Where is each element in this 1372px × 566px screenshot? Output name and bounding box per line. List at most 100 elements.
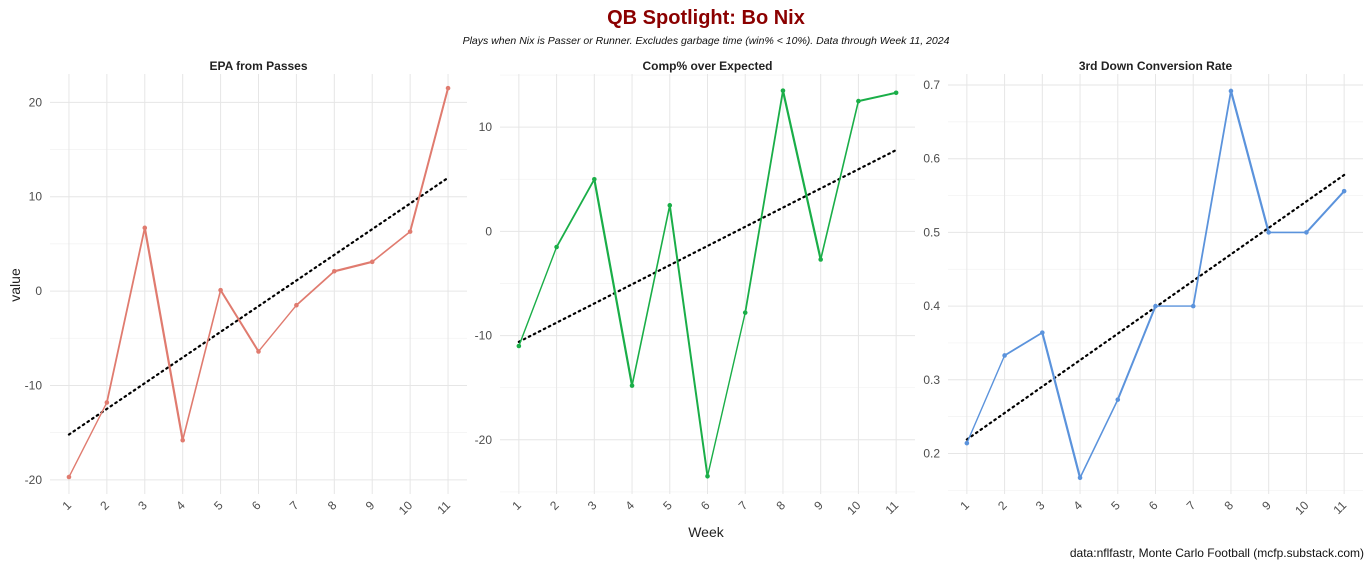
x-tick-label: 10	[396, 498, 416, 518]
data-point	[592, 176, 597, 182]
series-line-segment	[1003, 331, 1044, 357]
series-line-segment	[68, 401, 108, 478]
series-line-segment	[105, 226, 146, 404]
panel-title: Comp% over Expected	[642, 59, 772, 73]
x-tick-label: 6	[698, 498, 713, 513]
x-tick-label: 1	[957, 498, 972, 513]
y-tick-label: 0	[485, 224, 492, 238]
y-tick-label: -20	[25, 473, 43, 487]
x-tick-label: 6	[1146, 498, 1161, 513]
data-point	[1190, 303, 1196, 309]
data-point	[516, 343, 522, 349]
y-tick-label: 0.6	[923, 152, 940, 166]
data-point	[66, 474, 72, 480]
y-tick-label: 0	[35, 284, 42, 298]
trend-line	[67, 176, 450, 436]
series-line-segment	[781, 89, 822, 261]
data-point	[256, 349, 261, 354]
x-tick-label: 11	[1331, 498, 1350, 517]
y-tick-label: 0.4	[923, 299, 940, 313]
x-tick-label: 11	[883, 498, 902, 517]
x-tick-label: 4	[173, 498, 188, 513]
data-point	[742, 310, 748, 315]
data-point	[856, 98, 861, 104]
x-tick-label: 8	[1221, 498, 1236, 513]
data-point	[294, 302, 299, 308]
series-line-segment	[181, 289, 222, 442]
y-tick-label: 0.2	[923, 446, 940, 460]
x-tick-label: 7	[287, 498, 302, 513]
data-point	[1153, 303, 1158, 309]
x-tick-label: 6	[249, 498, 264, 513]
data-point	[445, 85, 451, 91]
data-point	[1341, 188, 1347, 194]
data-point	[1304, 230, 1309, 235]
series-line-segment	[257, 304, 298, 353]
series-line-segment	[857, 91, 898, 103]
data-point	[407, 229, 413, 234]
series-line-segment	[1229, 89, 1270, 234]
y-tick-label: -10	[475, 329, 493, 343]
series-line-segment	[706, 311, 746, 477]
data-point	[1002, 353, 1007, 358]
series-line-segment	[409, 87, 450, 233]
data-point	[1266, 230, 1271, 235]
x-tick-label: 2	[97, 498, 112, 513]
x-tick-label: 1	[59, 498, 74, 513]
y-tick-label: -10	[25, 378, 43, 392]
data-point	[142, 225, 148, 231]
series-line-segment	[371, 230, 411, 263]
x-tick-label: 4	[1071, 498, 1086, 513]
x-axis-title: Week	[688, 524, 725, 540]
y-axis-title: value	[7, 268, 23, 302]
x-tick-label: 8	[773, 498, 788, 513]
chart-title: QB Spotlight: Bo Nix	[607, 7, 805, 29]
data-point	[369, 259, 375, 265]
data-point	[629, 383, 635, 388]
y-tick-label: 10	[29, 190, 43, 204]
x-tick-label: 5	[660, 498, 675, 513]
series-line-segment	[1192, 90, 1232, 308]
x-tick-label: 1	[509, 498, 524, 513]
panel-1: EPA from Passes -20 -10 0 10 20 1 2 3 4 5 6 7 8 9 10 11	[25, 59, 467, 518]
data-point	[818, 257, 823, 262]
series-line-segment	[1079, 398, 1119, 479]
series-line-segment	[518, 246, 558, 347]
panel-title: 3rd Down Conversion Rate	[1079, 59, 1233, 73]
data-point	[554, 244, 559, 250]
x-tick-label: 7	[736, 498, 751, 513]
series-line-segment	[143, 226, 184, 442]
y-tick-label: -20	[475, 433, 493, 447]
y-tick-label: 10	[479, 120, 493, 134]
x-tick-label: 2	[995, 498, 1010, 513]
series-line-segment	[819, 100, 860, 261]
y-tick-label: 0.5	[923, 225, 940, 239]
x-tick-label: 7	[1184, 498, 1199, 513]
panel-title: EPA from Passes	[209, 59, 307, 73]
series-line-segment	[1116, 305, 1157, 401]
x-tick-label: 4	[623, 498, 638, 513]
series-line-segment	[593, 178, 634, 387]
x-tick-label: 10	[1292, 498, 1312, 518]
x-tick-label: 3	[1033, 498, 1048, 513]
series-line-segment	[1305, 190, 1346, 234]
series-line-segment	[631, 204, 671, 387]
series-line-segment	[219, 289, 260, 353]
data-point	[780, 88, 786, 93]
series-line-segment	[333, 260, 374, 273]
x-tick-label: 9	[811, 498, 826, 513]
series-line-segment	[966, 354, 1006, 444]
x-tick-label: 2	[547, 498, 562, 513]
chart-subtitle: Plays when Nix is Passer or Runner. Excl…	[463, 35, 950, 47]
series-line-segment	[295, 270, 336, 307]
panel-3: 3rd Down Conversion Rate 0.2 0.3 0.4 0.5 0.6 0…	[923, 59, 1363, 518]
y-tick-label: 0.7	[923, 78, 940, 92]
data-point	[1115, 397, 1121, 402]
panel-2: Comp% over Expected -20 -10 0 10 1 2 3 4 5 6 7 8 9 10 1…	[475, 59, 915, 518]
series-line-segment	[555, 178, 596, 248]
series-line-segment	[668, 204, 709, 478]
series-line-segment	[744, 89, 784, 314]
y-tick-label: 20	[29, 95, 43, 109]
